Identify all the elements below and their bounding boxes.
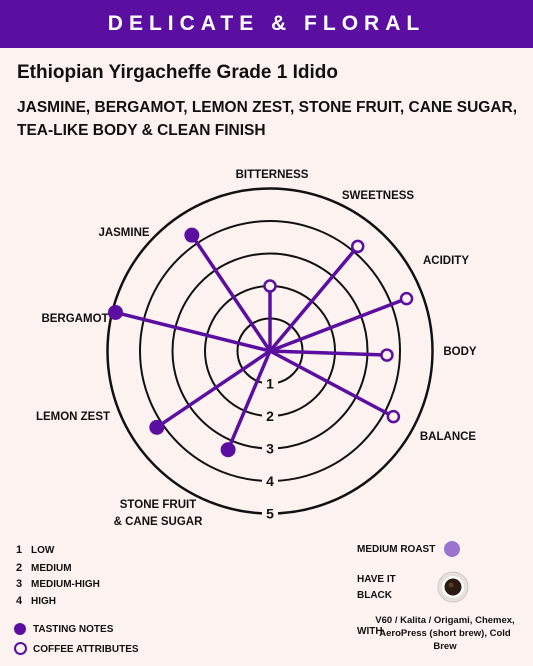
chart-spokes [107,227,414,458]
legend-level-1: 1 LOW [16,544,55,556]
axis-label-balance: BALANCE [420,431,477,443]
spoke-bergamot [113,310,272,353]
ring-label-3: 3 [266,441,274,457]
legend-level-3: 3 MEDIUM-HIGH [16,578,100,590]
marker-lemon-zest [149,419,165,435]
chart-axis-labels: BITTERNESS SWEETNESS ACIDITY BODY BALANCE STO… [36,169,477,528]
marker-sweetness [350,239,365,254]
ring-label-bg-2 [262,407,278,424]
ring-label-1: 1 [266,376,274,392]
marker-jasmine [184,227,200,243]
legend-tasting-notes: TASTING NOTES [33,624,114,635]
brew-methods: V60 / Kalita / Origami, Chemex, AeroPres… [375,615,515,652]
spoke-sweetness [268,244,360,353]
coffee-name: Ethiopian Yirgacheffe Grade 1 Idido [17,62,338,83]
serve-label-2: BLACK [357,590,392,601]
legend-level-2: 2 MEDIUM [16,562,72,574]
axis-label-lemon-zest: LEMON ZEST [36,411,110,423]
ring-label-bg-4 [262,472,278,489]
coffee-attributes-marker-icon [14,642,27,655]
roast-color-swatch [444,541,460,557]
style-banner: DELICATE & FLORAL [0,0,533,48]
legend-level-4: 4 HIGH [16,595,56,607]
ring-label-4: 4 [266,473,274,489]
tasting-notes-marker-icon [14,623,26,635]
axis-label-body: BODY [443,346,477,358]
ring-label-bg-5 [262,504,278,522]
spoke-lemon-zest [155,349,272,430]
axis-label-acidity: ACIDITY [423,255,469,267]
serve-label-1: HAVE IT [357,574,396,585]
ring-label-2: 2 [266,408,274,424]
coffee-cup-icon [437,571,469,603]
ring-label-5: 5 [266,506,274,522]
axis-label-bergamot: BERGAMOT [41,313,108,325]
marker-bitterness [263,279,277,293]
spoke-balance [268,349,396,419]
axis-label-sweetness: SWEETNESS [342,190,415,202]
axis-label-jasmine: JASMINE [98,227,149,239]
spoke-jasmine [190,233,272,353]
legend-coffee-attributes: COFFEE ATTRIBUTES [33,644,139,655]
marker-bergamot [107,304,123,320]
ring-label-bg-1 [262,374,278,392]
marker-balance [386,409,401,424]
marker-body [380,348,394,362]
flavor-notes: JASMINE, BERGAMOT, LEMON ZEST, STONE FRU… [17,99,518,139]
spoke-acidity [268,296,409,353]
brew-label: WITH [357,626,383,637]
chart-ring-labels: 1 2 3 4 5 [262,374,278,522]
ring-label-bg-3 [262,439,278,457]
axis-label-bitterness: BITTERNESS [236,169,309,181]
marker-stone-fruit-cane-sugar [220,442,236,458]
spoke-body [268,349,389,357]
marker-acidity [399,291,414,306]
axis-label-stone-fruit-cane-sugar: STONE FRUIT & CANE SUGAR [114,499,204,528]
roast-label: MEDIUM ROAST [357,544,436,555]
spoke-stone-fruit-cane-sugar [226,349,272,452]
